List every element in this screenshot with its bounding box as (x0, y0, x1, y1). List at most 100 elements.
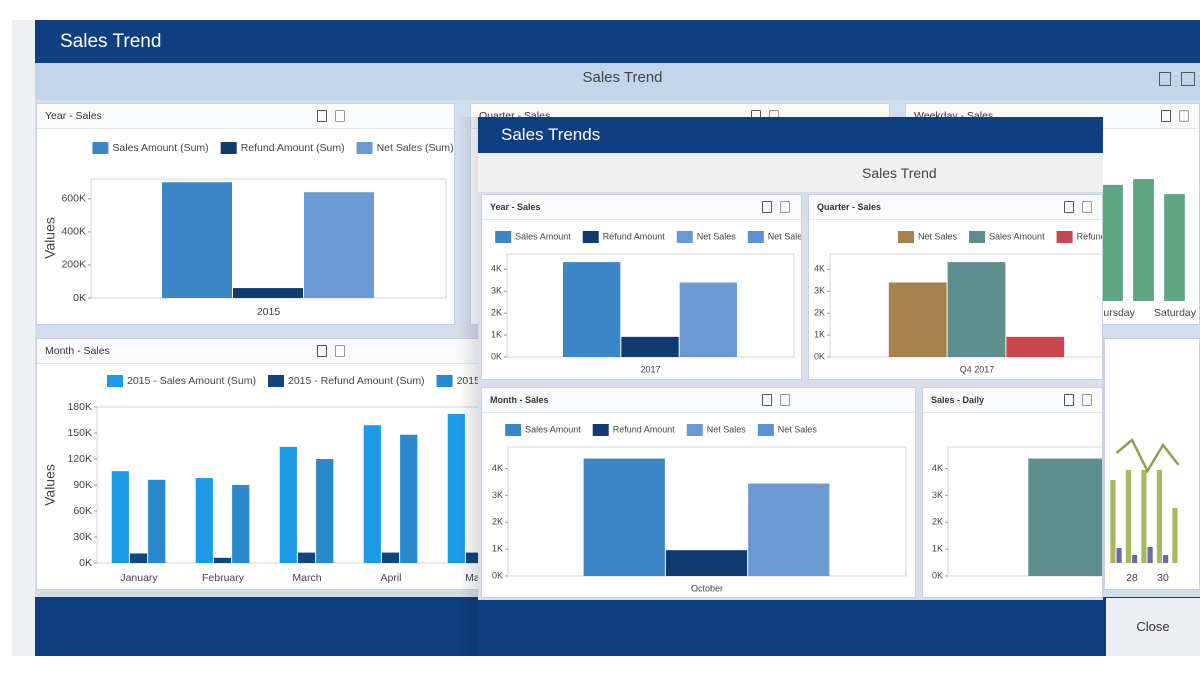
bar (1164, 194, 1185, 301)
panel: 0K 1K 2K 3K 4K Q4 2017 Net Sales Sales Amount Re… (808, 194, 1103, 380)
y-tick-label: 60K (73, 505, 92, 517)
y-tick-label: 400K (61, 226, 86, 238)
bar (947, 262, 1006, 357)
legend-label: Net Sales (918, 231, 958, 241)
legend-swatch (582, 231, 599, 243)
export-icon[interactable] (1064, 394, 1074, 406)
y-tick-label: 3K (491, 286, 502, 296)
y-tick-label: 4K (492, 463, 503, 473)
bar (111, 471, 129, 563)
bar (583, 458, 665, 576)
filter-icon[interactable] (335, 345, 345, 357)
export-icon[interactable] (317, 345, 327, 357)
y-tick-label: 120K (67, 453, 92, 465)
chart: 0K 1K 2K 3K 4K October Sales Amount Refund Amou… (492, 424, 907, 593)
legend-label: Net Sales (778, 424, 818, 434)
y-tick-label: 1K (932, 544, 943, 554)
y-tick-label: 2K (814, 308, 825, 318)
panel: 0K 1K 2K 3K 4K October Sales Amount Refund Amou… (481, 387, 916, 598)
legend-label: Refund Amount (1077, 231, 1103, 241)
x-tick-label: February (202, 572, 245, 584)
legend-label: Refund Amount (Sum) (241, 142, 345, 154)
x-tick-label: 2017 (640, 364, 660, 374)
filter-icon[interactable] (780, 201, 790, 213)
y-tick-label: 0K (492, 570, 503, 580)
y-tick-label: 90K (73, 479, 92, 491)
x-tick-label: April (380, 572, 401, 584)
legend: Sales Amount Refund Amount Net Sales Net Sa… (505, 424, 817, 436)
y-tick-label: 2K (492, 517, 503, 527)
bar (748, 483, 830, 576)
x-tick-label: March (292, 572, 321, 584)
window-shadow (458, 117, 478, 656)
chart: Thursday Saturday (1091, 179, 1197, 319)
y-tick-label: 3K (932, 490, 943, 500)
legend-label: Net Sales (707, 424, 747, 434)
footer-bar (478, 600, 1103, 656)
window-title: Sales Trends (478, 117, 1103, 153)
filter-icon[interactable] (1082, 201, 1092, 213)
legend-label: Sales Amount (525, 424, 581, 434)
y-tick-label: 1K (491, 329, 502, 339)
legend-swatch (505, 424, 522, 436)
legend-label: Sales Amount (515, 231, 571, 241)
legend: Sales Amount (Sum) Refund Amount (Sum) Net… (92, 142, 454, 154)
legend-swatch (757, 424, 774, 436)
bar (1102, 184, 1123, 301)
x-tick-label: 2015 (257, 306, 281, 318)
x-tick-label: 28 (1126, 572, 1138, 584)
x-tick-label: Q4 2017 (960, 364, 995, 374)
window-header: Sales Trend (478, 153, 1103, 192)
bar (562, 262, 621, 357)
close-button[interactable]: Close (1106, 598, 1200, 656)
bar (381, 552, 400, 563)
bar (297, 552, 316, 563)
bar (304, 192, 374, 298)
bar (1116, 548, 1122, 563)
y-tick-label: 0K (73, 292, 86, 304)
legend-swatch (495, 231, 512, 243)
export-icon[interactable] (762, 201, 772, 213)
bar (1132, 555, 1138, 563)
bar (447, 413, 465, 563)
export-icon[interactable] (1159, 72, 1171, 86)
legend-swatch (898, 231, 914, 243)
chart: 0K 1K 2K 3K 4K Q4 2017 Net Sales Sales Amount Re… (814, 231, 1103, 374)
bar (1163, 555, 1169, 563)
y-axis-label: Values (42, 217, 58, 259)
legend-swatch (969, 231, 986, 243)
panel: 28 30 (1104, 338, 1200, 590)
legend-swatch (356, 142, 373, 154)
y-tick-label: 150K (67, 427, 92, 439)
export-icon[interactable] (317, 110, 327, 122)
plot-frame (90, 178, 447, 299)
legend-label: Refund Amount (613, 424, 676, 434)
y-tick-label: 0K (814, 351, 825, 361)
y-tick-label: 2K (932, 517, 943, 527)
bar (148, 479, 166, 563)
legend-swatch (267, 375, 284, 387)
bar (1110, 480, 1116, 563)
window-header: Sales Trend (35, 63, 1200, 100)
bar (233, 288, 303, 298)
y-tick-label: 1K (814, 329, 825, 339)
filter-icon[interactable] (780, 394, 790, 406)
y-tick-label: 600K (61, 193, 86, 205)
bar (465, 552, 484, 563)
y-tick-label: 0K (79, 557, 92, 569)
filter-icon[interactable] (1179, 110, 1189, 122)
filter-icon[interactable] (1082, 394, 1092, 406)
panel-title: Year - Sales (482, 195, 801, 220)
export-icon[interactable] (762, 394, 772, 406)
chart: 28 30 (1110, 438, 1180, 584)
y-tick-label: 180K (67, 401, 92, 413)
filter-icon[interactable] (335, 110, 345, 122)
legend-swatch (107, 375, 123, 387)
export-icon[interactable] (1064, 201, 1074, 213)
legend-swatch (92, 142, 109, 154)
panel-title: Month - Sales (482, 388, 915, 413)
y-tick-label: 3K (492, 490, 503, 500)
settings-icon[interactable] (1181, 72, 1195, 86)
y-tick-label: 200K (61, 259, 86, 271)
export-icon[interactable] (1161, 110, 1171, 122)
